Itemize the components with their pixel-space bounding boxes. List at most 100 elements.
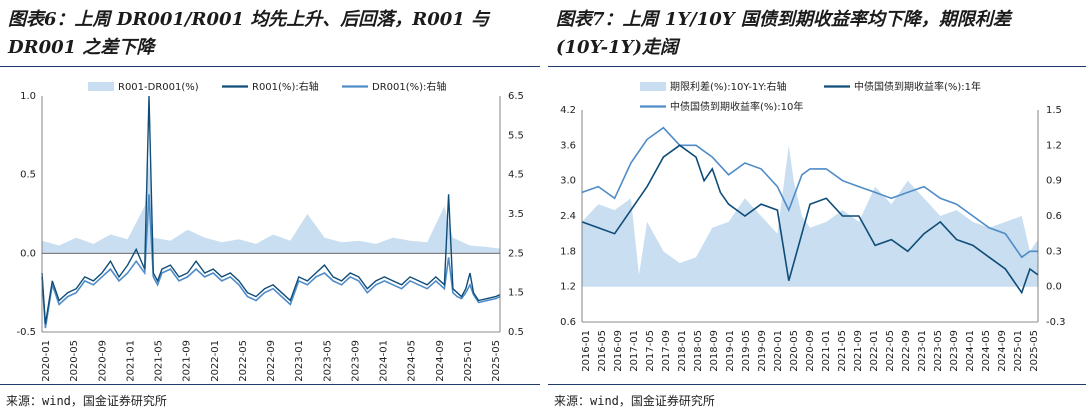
x-tick-label: 2017-09 xyxy=(661,330,672,372)
x-tick-label: 2024-01 xyxy=(965,330,976,372)
y-right-tick-label: -0.3 xyxy=(1046,317,1066,328)
y-right-tick-label: 4.5 xyxy=(508,170,524,181)
legend-swatch xyxy=(640,82,666,91)
y-left-tick-label: 1.2 xyxy=(560,282,576,293)
x-tick-label: 2023-09 xyxy=(949,330,960,372)
x-tick-label: 2020-01 xyxy=(41,340,52,382)
right-title-line1: 图表7：上周 1Y/10Y 国债到期收益率均下降，期限利差 xyxy=(556,9,1011,30)
y-left-tick-label: 0.6 xyxy=(560,317,576,328)
right-top-rule xyxy=(548,66,1086,67)
left-bottom-rule xyxy=(0,384,540,385)
x-tick-label: 2021-09 xyxy=(182,340,193,382)
x-tick-label: 2020-05 xyxy=(69,340,80,382)
x-tick-label: 2021-05 xyxy=(837,330,848,372)
y-left-tick-label: 2.4 xyxy=(560,211,576,222)
x-tick-label: 2023-05 xyxy=(322,340,333,382)
x-tick-label: 2016-05 xyxy=(597,330,608,372)
y-left-tick-label: 0.0 xyxy=(20,248,36,259)
y-right-tick-label: 6.5 xyxy=(508,91,524,102)
left-top-rule xyxy=(0,66,540,67)
y-right-tick-label: 2.5 xyxy=(508,248,524,259)
x-tick-label: 2022-01 xyxy=(869,330,880,372)
x-tick-label: 2018-05 xyxy=(693,330,704,372)
x-tick-label: 2016-01 xyxy=(581,330,592,372)
x-tick-label: 2019-01 xyxy=(725,330,736,372)
x-tick-label: 2021-09 xyxy=(853,330,864,372)
series-1y-yield-line xyxy=(581,144,1039,295)
legend-label: 中债国债到期收益率(%):10年 xyxy=(670,100,803,113)
left-chart: 1.0 0.5 0.0 -0.5 6.5 5.5 4.5 3.5 2.5 1.5 0.5 2020-0… xyxy=(16,80,524,382)
x-tick-label: 2023-05 xyxy=(933,330,944,372)
y-right-tick-label: 1.5 xyxy=(1046,105,1062,116)
left-chart-title: 图表6：上周 DR001/R001 均先上升、后回落，R001 与 DR001 … xyxy=(8,6,528,62)
x-tick-label: 2024-09 xyxy=(435,340,446,382)
legend-label: R001-DR001(%) xyxy=(118,82,199,93)
x-tick-label: 2019-09 xyxy=(757,330,768,372)
right-title-line2: (10Y-1Y)走阔 xyxy=(556,37,678,58)
x-tick-label: 2022-05 xyxy=(885,330,896,372)
x-tick-label: 2025-01 xyxy=(1013,330,1024,372)
x-tick-label: 2024-05 xyxy=(981,330,992,372)
x-tick-label: 2025-01 xyxy=(463,340,474,382)
y-right-tick-label: 1.2 xyxy=(1046,140,1062,151)
x-tick-label: 2019-05 xyxy=(741,330,752,372)
x-tick-label: 2020-09 xyxy=(97,340,108,382)
x-tick-label: 2022-01 xyxy=(210,340,221,382)
y-left-tick-label: 3.0 xyxy=(560,176,576,187)
y-left-tick-label: 3.6 xyxy=(560,140,576,151)
series-spread-area xyxy=(42,158,500,254)
legend-label: 中债国债到期收益率(%):1年 xyxy=(854,80,981,93)
x-tick-label: 2023-01 xyxy=(917,330,928,372)
x-tick-label: 2024-01 xyxy=(379,340,390,382)
legend-label: DR001(%):右轴 xyxy=(372,80,446,93)
series-term-spread-area xyxy=(582,145,1038,287)
x-tick-label: 2022-05 xyxy=(238,340,249,382)
series-10y-yield-line xyxy=(581,126,1038,259)
x-tick-label: 2022-09 xyxy=(266,340,277,382)
left-chart-panel: 图表6：上周 DR001/R001 均先上升、后回落，R001 与 DR001 … xyxy=(0,0,540,415)
x-tick-label: 2023-01 xyxy=(294,340,305,382)
x-tick-label: 2024-09 xyxy=(997,330,1008,372)
x-tick-label: 2017-01 xyxy=(629,330,640,372)
y-right-tick-label: 0.0 xyxy=(1046,282,1062,293)
x-tick-label: 2018-01 xyxy=(677,330,688,372)
x-tick-label: 2020-05 xyxy=(789,330,800,372)
y-left-tick-label: 4.2 xyxy=(560,105,576,116)
series-r001-line xyxy=(41,95,501,325)
right-chart-title: 图表7：上周 1Y/10Y 国债到期收益率均下降，期限利差 (10Y-1Y)走阔 xyxy=(556,6,1076,62)
x-tick-label: 2016-09 xyxy=(613,330,624,372)
x-tick-label: 2022-09 xyxy=(901,330,912,372)
x-tick-label: 2025-05 xyxy=(491,340,502,382)
left-title-line1: 图表6：上周 DR001/R001 均先上升、后回落，R001 与 xyxy=(8,9,490,30)
series-dr001-line xyxy=(41,194,501,329)
right-chart: 4.2 3.6 3.0 2.4 1.8 1.2 0.6 1.5 1.2 0.9 0.6 0.3 0.0 -… xyxy=(560,80,1066,372)
x-tick-label: 2020-09 xyxy=(805,330,816,372)
right-bottom-rule xyxy=(548,384,1086,385)
y-left-tick-label: 1.8 xyxy=(560,246,576,257)
x-tick-label: 2023-09 xyxy=(350,340,361,382)
x-tick-label: 2020-01 xyxy=(773,330,784,372)
x-tick-label: 2024-05 xyxy=(407,340,418,382)
y-right-tick-label: 1.5 xyxy=(508,288,524,299)
left-source-note: 来源：wind，国金证券研究所 xyxy=(6,394,167,408)
legend-label: R001(%):右轴 xyxy=(252,80,319,93)
y-left-tick-label: -0.5 xyxy=(16,327,36,338)
x-tick-label: 2021-01 xyxy=(125,340,136,382)
left-title-line2: DR001 之差下降 xyxy=(8,37,155,58)
x-tick-label: 2017-05 xyxy=(645,330,656,372)
y-right-tick-label: 3.5 xyxy=(508,209,524,220)
x-tick-label: 2021-05 xyxy=(154,340,165,382)
legend-label: 期限利差(%):10Y-1Y:右轴 xyxy=(670,80,786,93)
y-left-tick-label: 1.0 xyxy=(20,91,36,102)
y-right-tick-label: 5.5 xyxy=(508,130,524,141)
right-chart-panel: 图表7：上周 1Y/10Y 国债到期收益率均下降，期限利差 (10Y-1Y)走阔… xyxy=(548,0,1086,415)
y-right-tick-label: 0.6 xyxy=(1046,211,1062,222)
y-right-tick-label: 0.9 xyxy=(1046,176,1062,187)
right-source-note: 来源：wind，国金证券研究所 xyxy=(554,394,715,408)
x-tick-label: 2021-01 xyxy=(821,330,832,372)
x-tick-label: 2018-09 xyxy=(709,330,720,372)
y-left-tick-label: 0.5 xyxy=(20,170,36,181)
y-right-tick-label: 0.5 xyxy=(508,327,524,338)
y-right-tick-label: 0.3 xyxy=(1046,246,1062,257)
x-tick-label: 2025-05 xyxy=(1029,330,1040,372)
